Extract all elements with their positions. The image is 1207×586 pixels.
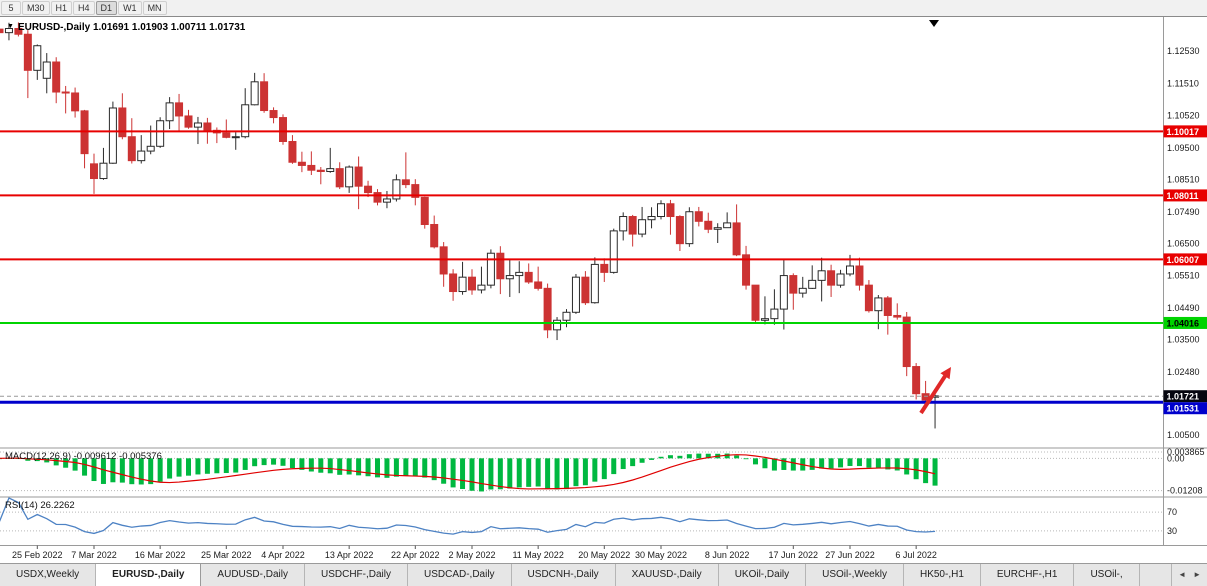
svg-text:6 Jul 2022: 6 Jul 2022 [895,550,937,560]
svg-text:1.05510: 1.05510 [1167,270,1200,280]
rsi-label: RSI(14) 26.2262 [5,500,75,511]
price-label-1.06007 [1163,253,1207,266]
svg-text:1.04016: 1.04016 [1167,318,1200,328]
tab-scroll-right-button[interactable]: ► [1193,570,1201,579]
svg-text:4 Apr 2022: 4 Apr 2022 [261,550,305,560]
chart-tab-xauusd-daily[interactable]: XAUUSD-,Daily [615,564,719,586]
timeframe-button-h4[interactable]: H4 [73,1,95,15]
svg-text:25 Mar 2022: 25 Mar 2022 [201,550,252,560]
svg-text:2 May 2022: 2 May 2022 [448,550,495,560]
chart-tab-usoil[interactable]: USOil-, [1074,564,1140,586]
timeframe-button-m30[interactable]: M30 [22,1,50,15]
svg-text:1.08510: 1.08510 [1167,174,1200,184]
time-axis: 25 Feb 2022 7 Mar 2022 16 Mar 2022 25 Mar 2… [12,545,937,560]
svg-text:1.12530: 1.12530 [1167,46,1200,56]
svg-text:1.02480: 1.02480 [1167,367,1200,377]
macd-histogram [0,453,938,492]
chart-menu-icon[interactable]: ▼ [7,23,14,30]
svg-text:-0.01208: -0.01208 [1167,486,1203,496]
svg-text:1.01721: 1.01721 [1167,392,1200,402]
price-label-1.01531 [1163,402,1207,415]
macd-label: MACD(12,26,9) -0.009612 -0.005376 [5,451,162,462]
timeframe-button-w1[interactable]: W1 [118,1,142,15]
chart-tab-usdcnh-daily[interactable]: USDCNH-,Daily [511,564,616,586]
timeframe-button-h1[interactable]: H1 [50,1,73,15]
rsi-line [0,497,936,535]
svg-text:1.10520: 1.10520 [1167,110,1200,120]
tab-scroll-left-button[interactable]: ◄ [1178,570,1187,579]
timeframe-button-mn[interactable]: MN [142,1,167,15]
svg-text:0.003865: 0.003865 [1167,447,1205,457]
svg-text:1.00500: 1.00500 [1167,430,1200,440]
chart-tabbar: USDX,Weekly EURUSD-,Daily AUDUSD-,Daily USD… [0,563,1207,586]
svg-text:1.08011: 1.08011 [1167,191,1199,201]
chart-title: ▼ EURUSD-,Daily 1.01691 1.01903 1.00711 1… [7,22,245,33]
arrow-annotation[interactable] [919,367,951,415]
price-label-1.01721 [1163,390,1207,403]
chart-tab-ukoil-daily[interactable]: UKOil-,Daily [718,564,807,586]
svg-text:30 May 2022: 30 May 2022 [635,550,687,560]
chart-tab-eurchf-h1[interactable]: EURCHF-,H1 [980,564,1075,586]
chart-area: 1.12530 1.11510 1.10520 1.09500 1.08510 1.074… [0,17,1207,563]
svg-text:1.10017: 1.10017 [1167,127,1200,137]
chart-tab-hk50-h1[interactable]: HK50-,H1 [903,564,981,586]
svg-text:17 Jun 2022: 17 Jun 2022 [769,550,819,560]
svg-text:1.07490: 1.07490 [1167,207,1200,217]
price-label-1.04016 [1163,316,1207,329]
svg-text:22 Apr 2022: 22 Apr 2022 [391,550,440,560]
svg-text:16 Mar 2022: 16 Mar 2022 [135,550,186,560]
svg-text:20 May 2022: 20 May 2022 [578,550,630,560]
timeframe-button-d1[interactable]: D1 [95,1,118,15]
chart-title-text: EURUSD-,Daily 1.01691 1.01903 1.00711 1.… [17,22,246,33]
price-label-1.10017 [1163,125,1207,138]
timeframe-toolbar: 5 M30 H1 H4 D1 W1 MN [0,0,1207,17]
svg-text:8 Jun 2022: 8 Jun 2022 [705,550,750,560]
svg-text:25 Feb 2022: 25 Feb 2022 [12,550,63,560]
svg-text:27 Jun 2022: 27 Jun 2022 [825,550,875,560]
chart-tab-usdx-weekly[interactable]: USDX,Weekly [0,564,97,586]
price-axis: 1.12530 1.11510 1.10520 1.09500 1.08510 1.074… [1167,46,1200,440]
svg-text:1.06500: 1.06500 [1167,239,1200,249]
rsi-indicator: 70 30 [0,497,1177,536]
svg-text:0.00: 0.00 [1167,453,1185,463]
svg-text:1.09500: 1.09500 [1167,143,1200,153]
svg-text:1.04490: 1.04490 [1167,303,1200,313]
tab-scroll-controls: ◄ ► [1171,564,1207,586]
candlesticks [0,22,940,429]
timeframe-button-5[interactable]: 5 [1,1,21,15]
svg-text:1.01531: 1.01531 [1167,404,1200,414]
chart-tab-usdchf-daily[interactable]: USDCHF-,Daily [304,564,408,586]
chart-tab-audusd-daily[interactable]: AUDUSD-,Daily [201,564,305,586]
price-label-1.08011 [1163,189,1207,202]
svg-text:30: 30 [1167,526,1177,536]
svg-text:1.03500: 1.03500 [1167,334,1200,344]
svg-text:1.06007: 1.06007 [1167,255,1200,265]
svg-text:13 Apr 2022: 13 Apr 2022 [325,550,374,560]
svg-text:70: 70 [1167,507,1177,517]
chart-tab-usoil-weekly[interactable]: USOil-,Weekly [806,564,904,586]
svg-text:11 May 2022: 11 May 2022 [512,550,563,560]
chart-tab-usdcad-daily[interactable]: USDCAD-,Daily [407,564,512,586]
chart-background [0,17,1207,563]
chart-tab-eurusd-daily[interactable]: EURUSD-,Daily [96,564,202,586]
macd-signal-line [0,454,936,490]
chart-shift-marker[interactable] [929,20,939,27]
chart-canvas: 1.12530 1.11510 1.10520 1.09500 1.08510 1.074… [0,17,1207,563]
svg-text:7 Mar 2022: 7 Mar 2022 [71,550,117,560]
svg-text:1.11510: 1.11510 [1167,79,1199,89]
